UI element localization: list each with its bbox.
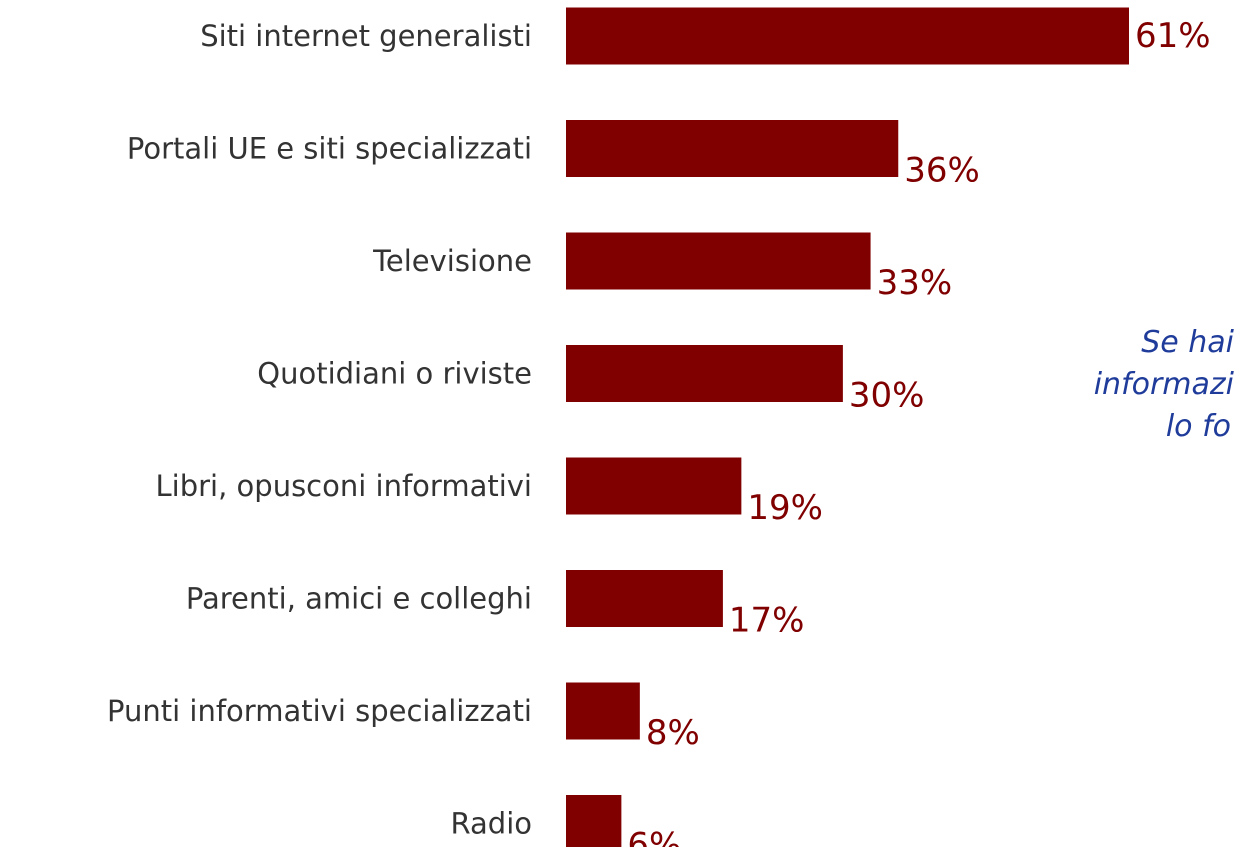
value-label: 19%: [747, 488, 823, 528]
category-label: Radio: [451, 807, 533, 841]
value-label: 6%: [627, 826, 681, 847]
bar: [566, 120, 899, 177]
category-label: Libri, opusconi informativi: [156, 469, 533, 503]
value-label: 8%: [646, 713, 700, 753]
bar: [566, 682, 640, 740]
value-label: 36%: [904, 151, 980, 191]
category-label: Quotidiani o riviste: [257, 357, 532, 391]
bar: [566, 570, 723, 627]
category-label: Portali UE e siti specializzati: [127, 132, 532, 166]
category-label: Parenti, amici e colleghi: [186, 582, 532, 616]
value-labels: 61% 36% 33% 30% 19% 17% 8% 6%: [627, 16, 1210, 847]
annotation-line: Se hai: [1141, 325, 1234, 360]
category-label: Televisione: [372, 244, 532, 278]
bar: [566, 345, 843, 402]
value-label: 33%: [877, 263, 953, 303]
chart-annotation: Se hai informazi lo fo: [1000, 322, 1234, 448]
bar: [566, 457, 742, 515]
value-label: 30%: [849, 376, 925, 416]
value-label: 17%: [729, 601, 805, 641]
bars: [566, 7, 1129, 847]
annotation-line: informazi: [1093, 367, 1234, 402]
category-labels: Siti internet generalisti Portali UE e si…: [107, 19, 532, 841]
annotation-line: lo fo: [1165, 409, 1231, 444]
category-label: Punti informativi specializzati: [107, 694, 532, 728]
value-label: 61%: [1135, 16, 1211, 56]
bar: [566, 795, 622, 847]
bar: [566, 232, 871, 290]
bar: [566, 7, 1129, 65]
category-label: Siti internet generalisti: [200, 19, 532, 53]
